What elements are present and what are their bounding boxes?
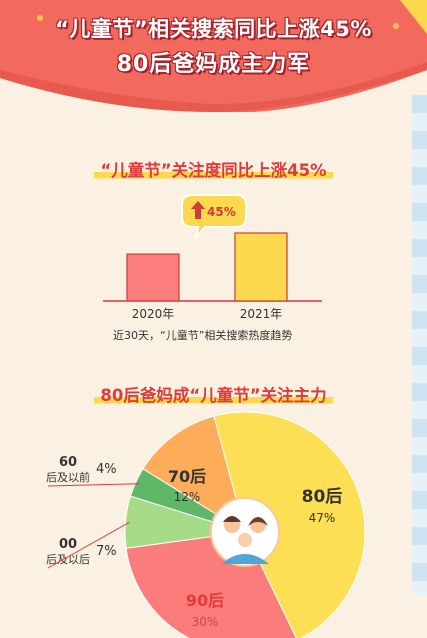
pie-label: 80后	[302, 487, 343, 507]
pie-label: 90后	[186, 591, 224, 610]
bar-chart-title: “儿童节”关注度同比上涨45%	[0, 157, 427, 181]
family-clothes-icon	[221, 554, 269, 564]
bar-2020年	[126, 253, 180, 302]
pie-label-sub: 后及以前	[46, 470, 90, 484]
headline-secondary: 80后爸妈成主力军	[116, 52, 311, 77]
pie-label: 60	[59, 455, 77, 470]
pie-slice-70后	[142, 415, 246, 534]
growth-callout: 45%	[181, 194, 247, 241]
pie-value-label: 47%	[309, 511, 336, 525]
mother-hair-icon	[248, 517, 268, 526]
pie-label: 00	[59, 537, 77, 552]
pie-leader-line	[47, 483, 140, 487]
pie-slice-80后	[213, 411, 366, 638]
arrow-up-icon	[191, 201, 205, 219]
family-circle	[210, 497, 280, 567]
pie-value-label: 4%	[96, 462, 117, 477]
father-hair-icon	[223, 516, 241, 522]
pie-value-label: 12%	[174, 490, 201, 504]
pie-value-label: 30%	[192, 615, 219, 629]
growth-percent-label: 45%	[207, 205, 236, 219]
bar-chart-title-text: “儿童节”关注度同比上涨45%	[94, 161, 333, 180]
bar-chart-caption: 近30天，“儿童节”相关搜索热度趋势	[113, 329, 293, 342]
decorative-side-strip	[412, 95, 427, 595]
pie-leader-line	[47, 521, 130, 569]
family-illustration	[210, 497, 280, 567]
pie-chart-title: 80后爸妈成“儿童节”关注主力	[0, 382, 427, 406]
header-banner	[0, 0, 427, 112]
pie-chart-title-text: 80后爸妈成“儿童节”关注主力	[94, 386, 333, 405]
pie-label-sub: 后及以后	[46, 553, 90, 566]
child-face-icon	[238, 533, 252, 547]
bar-category-label: 2021年	[240, 307, 283, 321]
bar-category-label: 2020年	[132, 307, 175, 321]
headline-primary: “儿童节”相关搜索同比上涨45%	[55, 17, 372, 41]
bar-chart: 2020年 2021年 45%	[103, 194, 322, 321]
pie-value-label: 7%	[96, 544, 117, 559]
pie-label: 70后	[168, 467, 206, 486]
bar-2021年	[234, 232, 288, 302]
